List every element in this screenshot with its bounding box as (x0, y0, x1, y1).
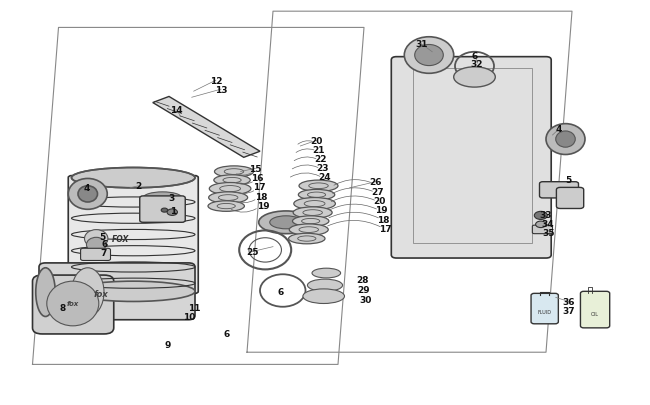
FancyBboxPatch shape (532, 226, 552, 234)
Text: 1: 1 (170, 207, 176, 216)
FancyBboxPatch shape (140, 196, 185, 223)
Text: FOX: FOX (112, 234, 129, 243)
Ellipse shape (208, 201, 244, 212)
Circle shape (167, 209, 177, 216)
Ellipse shape (307, 279, 343, 292)
Ellipse shape (47, 281, 99, 326)
Text: 9: 9 (164, 341, 171, 350)
FancyBboxPatch shape (580, 292, 610, 328)
FancyBboxPatch shape (81, 249, 110, 261)
Ellipse shape (209, 192, 248, 204)
Ellipse shape (454, 68, 495, 88)
Text: 29: 29 (358, 285, 370, 294)
Text: 6: 6 (223, 330, 229, 339)
Text: 24: 24 (318, 172, 331, 181)
Ellipse shape (214, 166, 254, 178)
Ellipse shape (546, 124, 585, 155)
Text: FLUID: FLUID (538, 309, 552, 314)
Ellipse shape (404, 38, 454, 74)
Text: 17: 17 (253, 183, 266, 192)
Text: 16: 16 (251, 174, 264, 183)
Ellipse shape (556, 132, 575, 148)
Text: 6: 6 (471, 51, 478, 60)
Ellipse shape (270, 216, 302, 229)
Text: 5: 5 (99, 232, 106, 241)
Text: 10: 10 (183, 312, 196, 321)
Text: 8: 8 (60, 303, 66, 312)
Ellipse shape (312, 269, 341, 278)
Ellipse shape (293, 207, 332, 219)
Circle shape (534, 212, 547, 220)
Text: 17: 17 (379, 224, 392, 233)
Text: 23: 23 (316, 163, 329, 172)
Text: 20: 20 (310, 136, 323, 145)
Ellipse shape (86, 238, 106, 252)
Text: 14: 14 (170, 106, 183, 115)
Text: 37: 37 (562, 307, 575, 315)
Text: 32: 32 (470, 60, 483, 69)
Ellipse shape (294, 198, 335, 210)
Ellipse shape (289, 224, 328, 236)
Text: 28: 28 (356, 275, 369, 284)
Text: 3: 3 (168, 193, 175, 202)
Text: 18: 18 (377, 215, 390, 224)
Ellipse shape (299, 181, 338, 192)
Text: 26: 26 (369, 178, 382, 187)
Text: 11: 11 (188, 303, 201, 312)
Text: 5: 5 (566, 176, 572, 185)
Text: 27: 27 (371, 187, 384, 196)
Text: 19: 19 (375, 206, 388, 215)
Text: fox: fox (94, 289, 108, 298)
Text: 22: 22 (314, 154, 327, 163)
Ellipse shape (298, 190, 335, 200)
FancyBboxPatch shape (531, 294, 558, 324)
Ellipse shape (143, 192, 182, 205)
Circle shape (161, 209, 168, 213)
Ellipse shape (289, 234, 325, 244)
Ellipse shape (72, 168, 195, 188)
Ellipse shape (415, 45, 443, 66)
Text: 13: 13 (214, 85, 227, 94)
Ellipse shape (78, 186, 98, 202)
Text: 35: 35 (542, 229, 555, 238)
FancyBboxPatch shape (391, 58, 551, 258)
Text: OIL: OIL (591, 311, 599, 316)
Text: 31: 31 (415, 40, 428, 49)
Ellipse shape (209, 183, 251, 195)
Text: 18: 18 (255, 192, 268, 201)
Text: 36: 36 (562, 297, 575, 306)
Ellipse shape (84, 230, 108, 248)
Text: 15: 15 (249, 164, 262, 173)
Ellipse shape (214, 175, 250, 186)
Ellipse shape (72, 281, 195, 302)
FancyBboxPatch shape (68, 176, 198, 294)
Text: 19: 19 (257, 201, 270, 210)
Text: 2: 2 (135, 182, 142, 191)
FancyBboxPatch shape (540, 182, 578, 198)
Text: 30: 30 (359, 295, 372, 304)
Text: 7: 7 (101, 249, 107, 258)
Text: 21: 21 (312, 145, 325, 154)
Text: 4: 4 (556, 125, 562, 134)
Text: 20: 20 (373, 196, 386, 205)
FancyBboxPatch shape (39, 263, 195, 320)
FancyBboxPatch shape (556, 188, 584, 209)
Text: fox: fox (67, 301, 79, 307)
Ellipse shape (292, 216, 329, 227)
Circle shape (536, 222, 546, 228)
Text: 34: 34 (541, 220, 554, 228)
FancyBboxPatch shape (32, 275, 114, 334)
Polygon shape (153, 97, 260, 158)
Text: 12: 12 (209, 77, 222, 85)
Ellipse shape (68, 179, 107, 210)
Text: 6: 6 (278, 287, 284, 296)
Ellipse shape (36, 268, 55, 317)
Text: 33: 33 (540, 210, 552, 219)
Ellipse shape (72, 268, 104, 317)
Text: 4: 4 (83, 184, 90, 193)
Text: 25: 25 (246, 247, 259, 256)
Text: 6: 6 (101, 240, 108, 249)
Ellipse shape (303, 289, 345, 304)
Ellipse shape (259, 211, 313, 234)
